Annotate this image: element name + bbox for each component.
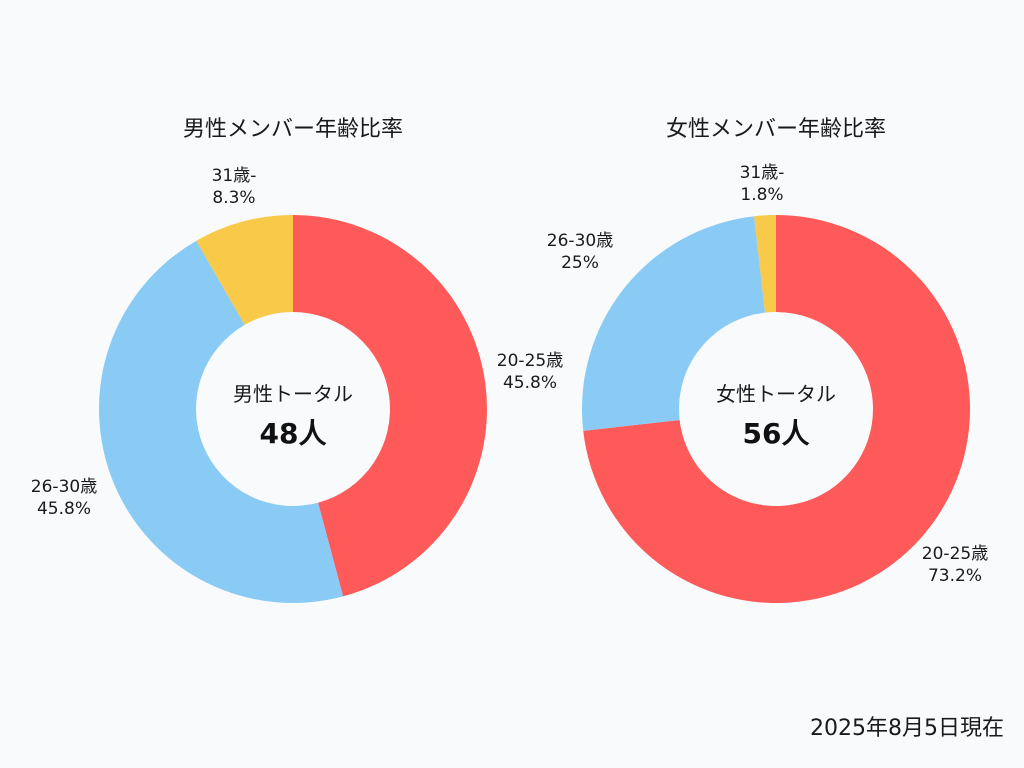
male-label-20-25-category: 20-25歳 — [497, 351, 563, 371]
male-chart-title: 男性メンバー年齢比率 — [183, 117, 403, 142]
male-slice-31-over — [196, 215, 293, 325]
female-label-26-30-value: 25% — [561, 253, 599, 273]
male-label-26-30-category: 26-30歳 — [31, 477, 97, 497]
female-label-20-25-value: 73.2% — [928, 566, 982, 586]
female-slice-26-30 — [581, 216, 766, 431]
female-slices — [581, 215, 970, 603]
female-center-total: 56人 — [743, 417, 810, 450]
male-slices — [99, 215, 487, 603]
male-donut-chart: 男性メンバー年齢比率 20-25歳45.8%26-30歳45.8%31歳-8.3… — [31, 117, 563, 603]
female-label-20-25-category: 20-25歳 — [922, 544, 988, 564]
male-label-31-over-value: 8.3% — [212, 188, 255, 208]
male-label-20-25-value: 45.8% — [503, 373, 557, 393]
female-slice-31-over — [754, 215, 776, 313]
female-center-caption: 女性トータル — [716, 382, 836, 406]
male-center-total: 48人 — [260, 417, 327, 450]
female-label-31-over-category: 31歳- — [740, 163, 785, 183]
male-center-caption: 男性トータル — [233, 382, 353, 406]
male-label-31-over-category: 31歳- — [212, 166, 257, 186]
male-slice-20-25 — [293, 215, 487, 597]
female-chart-title: 女性メンバー年齢比率 — [666, 117, 886, 142]
male-label-26-30-value: 45.8% — [37, 499, 91, 519]
female-label-26-30-category: 26-30歳 — [547, 231, 613, 251]
footer-date: 2025年8月5日現在 — [810, 716, 1004, 741]
female-label-31-over-value: 1.8% — [740, 185, 783, 205]
female-donut-chart: 女性メンバー年齢比率 20-25歳73.2%26-30歳25%31歳-1.8% … — [547, 117, 988, 603]
female-slice-20-25 — [583, 215, 970, 603]
male-slice-26-30 — [99, 240, 344, 603]
